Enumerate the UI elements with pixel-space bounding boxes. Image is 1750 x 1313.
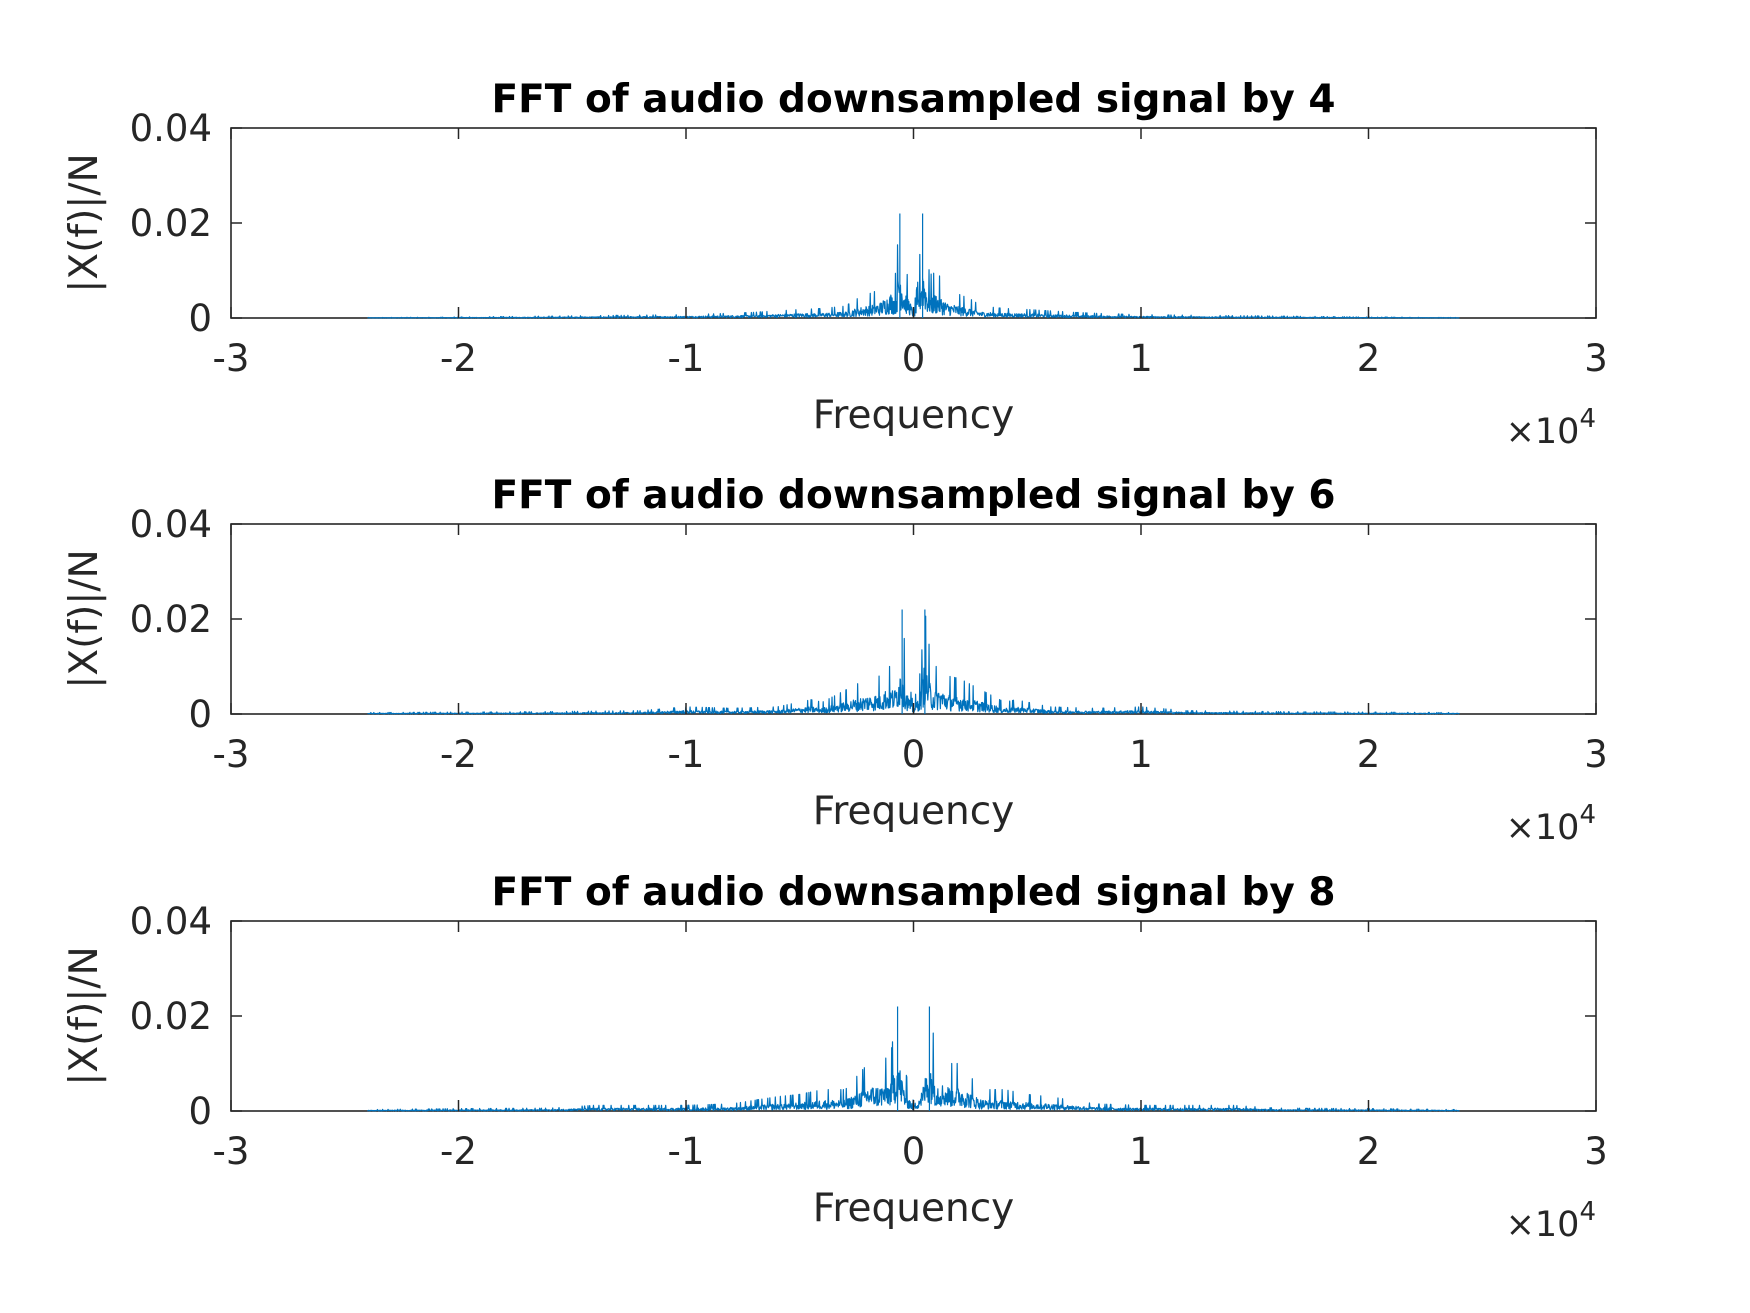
y-tick-label: 0.02	[130, 202, 212, 245]
axes-box	[230, 523, 1597, 715]
x-exponent-base: ×10	[1506, 808, 1580, 848]
y-tick-label: 0.02	[130, 598, 212, 641]
chart-title: FFT of audio downsampled signal by 6	[491, 473, 1335, 518]
y-tick-label: 0	[188, 693, 212, 736]
x-tick-label: -1	[668, 733, 705, 776]
x-axis-label: Frequency	[813, 1186, 1014, 1231]
x-tick-label: 1	[1129, 337, 1153, 380]
x-exponent-label: ×104	[1506, 404, 1596, 452]
x-exponent-base: ×10	[1506, 1205, 1580, 1245]
x-tick-label: 0	[902, 1130, 926, 1173]
x-tick-label: 0	[902, 337, 926, 380]
subplot-3: -3 -2 -1 0 1 2 3 0 0.02 0.04 FFT of audio downsamp…	[62, 870, 1608, 1245]
x-axis-label: Frequency	[813, 789, 1014, 834]
y-tick-label: 0.04	[130, 900, 212, 943]
x-tick-label: 3	[1584, 1130, 1608, 1173]
y-tick-label: 0	[188, 297, 212, 340]
x-tick-label: -3	[213, 1130, 250, 1173]
x-tick-label: 0	[902, 733, 926, 776]
x-exponent-power: 4	[1579, 1197, 1596, 1227]
subplot-2: -3 -2 -1 0 1 2 3 0 0.02 0.04 FFT of audio downsamp…	[62, 473, 1608, 848]
subplot-1: -3 -2 -1 0 1 2 3 0 0.02 0.04 FFT of audio downsamp…	[62, 77, 1608, 452]
x-tick-label: -1	[668, 1130, 705, 1173]
x-tick-label: 3	[1584, 337, 1608, 380]
y-axis-label: |X(f)|/N	[62, 153, 107, 292]
x-exponent-label: ×104	[1506, 800, 1596, 848]
x-exponent-power: 4	[1579, 404, 1596, 434]
x-exponent-base: ×10	[1506, 412, 1580, 452]
y-tick-label: 0.02	[130, 995, 212, 1038]
x-tick-label: -2	[440, 337, 477, 380]
y-tick-label: 0.04	[130, 107, 212, 150]
x-exponent-power: 4	[1579, 800, 1596, 830]
chart-title: FFT of audio downsampled signal by 8	[491, 870, 1335, 915]
axes-box	[230, 127, 1597, 319]
x-axis-label: Frequency	[813, 393, 1014, 438]
x-exponent-label: ×104	[1506, 1197, 1596, 1245]
y-tick-label: 0	[188, 1090, 212, 1133]
x-tick-label: 2	[1357, 733, 1381, 776]
x-tick-label: 2	[1357, 1130, 1381, 1173]
x-tick-label: 1	[1129, 1130, 1153, 1173]
x-tick-label: -3	[213, 733, 250, 776]
x-tick-label: -2	[440, 1130, 477, 1173]
x-tick-label: -1	[668, 337, 705, 380]
y-axis-label: |X(f)|/N	[62, 946, 107, 1085]
y-tick-label: 0.04	[130, 503, 212, 546]
x-tick-label: -3	[213, 337, 250, 380]
axes-box	[230, 920, 1597, 1112]
y-axis-label: |X(f)|/N	[62, 549, 107, 688]
chart-title: FFT of audio downsampled signal by 4	[491, 77, 1335, 122]
x-tick-label: 1	[1129, 733, 1153, 776]
x-tick-label: 2	[1357, 337, 1381, 380]
x-tick-label: -2	[440, 733, 477, 776]
x-tick-label: 3	[1584, 733, 1608, 776]
